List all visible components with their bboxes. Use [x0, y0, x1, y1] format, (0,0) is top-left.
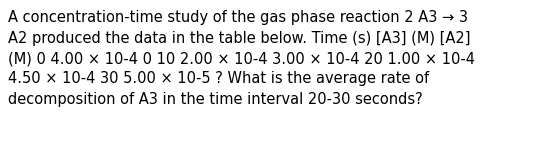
Text: A concentration-time study of the gas phase reaction 2 A3 → 3
A2 produced the da: A concentration-time study of the gas ph… — [8, 10, 475, 107]
